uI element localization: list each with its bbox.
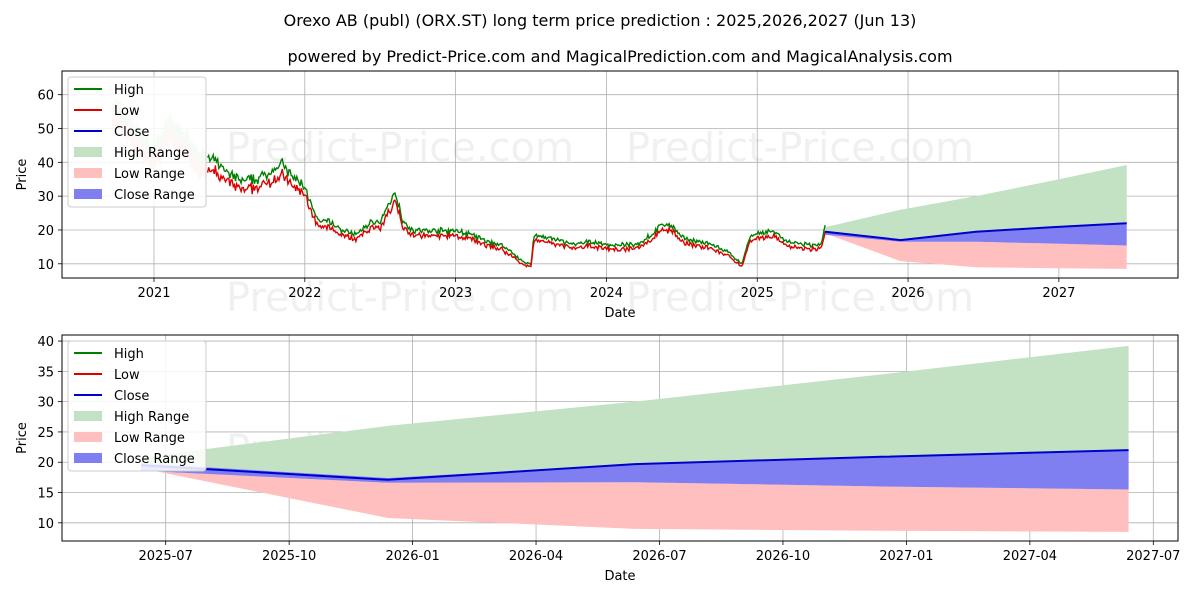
y-tick-label: 30 xyxy=(37,190,54,205)
legend-label: Low Range xyxy=(114,431,185,446)
y-tick-label: 30 xyxy=(37,396,54,411)
x-tick-label: 2023 xyxy=(439,286,472,301)
x-tick-label: 2026 xyxy=(892,286,925,301)
watermark-text: Predict-Price.com xyxy=(226,275,574,321)
x-tick-label: 2026-04 xyxy=(509,549,563,564)
legend-box xyxy=(67,340,207,472)
legend-label: Low xyxy=(114,104,140,119)
x-tick-label: 2027 xyxy=(1042,286,1075,301)
y-tick-label: 25 xyxy=(37,426,54,441)
legend-swatch xyxy=(74,432,102,442)
low-history-line xyxy=(206,165,826,268)
legend-swatch xyxy=(74,411,102,421)
plot-frame xyxy=(61,70,1179,279)
y-tick-label: 20 xyxy=(37,224,54,239)
low-range-area xyxy=(825,233,1127,269)
legend-label: High xyxy=(114,83,144,98)
y-tick-label: 50 xyxy=(37,123,54,138)
legend-swatch xyxy=(74,147,102,157)
legend-swatch xyxy=(74,453,102,463)
x-tick-label: 2026-01 xyxy=(385,549,439,564)
x-axis-label: Date xyxy=(604,306,635,321)
x-tick-label: 2022 xyxy=(288,286,321,301)
plot-frame xyxy=(61,334,1179,542)
x-tick-label: 2025-10 xyxy=(262,549,316,564)
legend-swatch xyxy=(74,189,102,199)
watermark-text: Predict-Price.com xyxy=(226,125,574,171)
x-axis-label: Date xyxy=(604,569,635,584)
x-tick-label: 2024 xyxy=(590,286,623,301)
legend-label: High Range xyxy=(114,410,189,425)
legend-label: Close xyxy=(114,389,149,404)
watermark-text: Predict-Price.com xyxy=(626,275,974,321)
forecast-detail-chart-panel: 2025-07 2025-10 2026-01 2026-04 2026-07 2026-… xyxy=(15,334,1180,584)
chart-title: Orexo AB (publ) (ORX.ST) long term price… xyxy=(284,11,917,30)
x-tick-label: 2027-01 xyxy=(879,549,933,564)
y-axis-label: Price xyxy=(15,159,30,191)
x-tick-label: 2027-07 xyxy=(1126,549,1180,564)
high-range-area xyxy=(825,165,1127,240)
y-tick-label: 40 xyxy=(37,156,54,171)
legend-label: Low xyxy=(114,368,140,383)
high-history-line xyxy=(206,152,826,267)
chart-subtitle: powered by Predict-Price.com and Magical… xyxy=(287,47,952,66)
y-tick-label: 15 xyxy=(37,487,54,502)
y-tick-label: 10 xyxy=(37,258,54,273)
legend-label: Close Range xyxy=(114,452,195,467)
x-tick-label: 2021 xyxy=(137,286,170,301)
y-tick-label: 10 xyxy=(37,517,54,532)
legend-swatch xyxy=(74,168,102,178)
legend-label: Close xyxy=(114,125,149,140)
legend-label: Low Range xyxy=(114,167,185,182)
low-range-area xyxy=(141,468,1129,532)
close-forecast-line xyxy=(140,449,1129,481)
watermark-text: Predict-Price.com xyxy=(626,125,974,171)
close-forecast-line xyxy=(824,222,1127,242)
y-tick-label: 40 xyxy=(37,335,54,350)
legend-label: Close Range xyxy=(114,188,195,203)
y-tick-label: 20 xyxy=(37,456,54,471)
high-range-area xyxy=(141,345,1129,478)
legend-label: High xyxy=(114,347,144,362)
y-tick-label: 35 xyxy=(37,365,54,380)
y-tick-label: 60 xyxy=(37,89,54,104)
x-tick-label: 2025-07 xyxy=(139,549,193,564)
x-tick-label: 2027-04 xyxy=(1003,549,1057,564)
long-term-chart-panel: 2021 2022 2023 2024 2025 2026 2027 10 20 30 40 50 60… xyxy=(15,70,1179,321)
x-tick-label: 2026-10 xyxy=(756,549,810,564)
legend-label: High Range xyxy=(114,146,189,161)
x-tick-label: 2026-07 xyxy=(632,549,686,564)
legend-box xyxy=(67,76,207,208)
y-axis-label: Price xyxy=(15,422,30,454)
x-tick-label: 2025 xyxy=(741,286,774,301)
